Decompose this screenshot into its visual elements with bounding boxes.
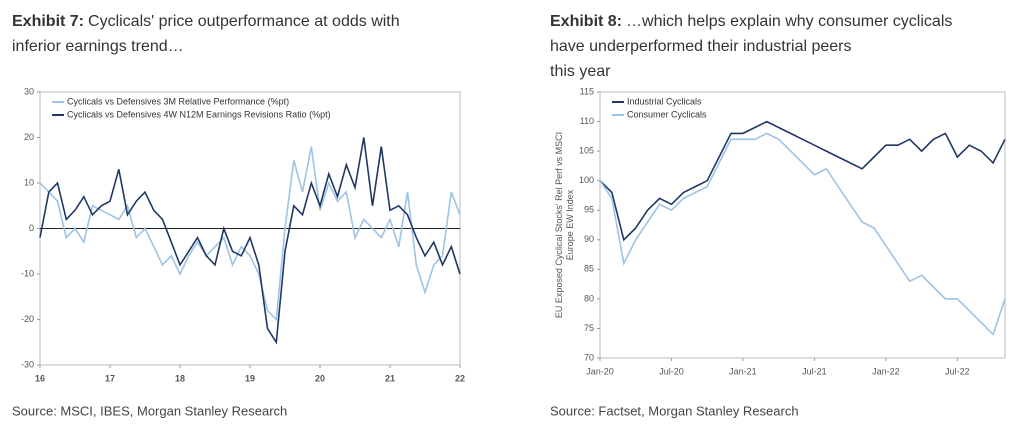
y-tick-label: 75 xyxy=(584,323,594,333)
y-tick-label: -20 xyxy=(21,314,34,324)
y-tick-label: 115 xyxy=(580,86,594,96)
series-line xyxy=(599,132,1006,336)
y-tick-label: 10 xyxy=(24,177,34,187)
title-text: …which helps explain why consumer cyclic… xyxy=(550,13,952,80)
y-tick-label: 105 xyxy=(579,145,594,155)
legend-label: Cyclicals vs Defensives 4W N12M Earnings… xyxy=(67,109,331,119)
series-line xyxy=(39,137,461,345)
chart-title: Exhibit 8: …which helps explain why consu… xyxy=(550,13,952,80)
source: Source: MSCI, IBES, Morgan Stanley Resea… xyxy=(12,403,287,418)
x-tick-label: 21 xyxy=(385,373,395,383)
title-line: Cyclicals' price outperformance at odds … xyxy=(88,13,400,30)
x-tick-label: Jan-21 xyxy=(729,366,757,376)
x-tick-label: 20 xyxy=(315,373,325,383)
y-label-line: Europe EW Index xyxy=(565,189,575,260)
y-tick-label: 0 xyxy=(29,223,34,233)
legend-label: Cyclicals vs Defensives 3M Relative Perf… xyxy=(67,96,289,106)
x-tick-label: 18 xyxy=(175,373,185,383)
y-tick-label: 90 xyxy=(584,234,594,244)
legend-label: Industrial Cyclicals xyxy=(627,96,702,106)
title-line: this year xyxy=(550,63,611,80)
y-tick-label: 20 xyxy=(24,132,34,142)
plot-frame xyxy=(599,91,1006,359)
x-tick-label: 22 xyxy=(455,373,465,383)
y-tick-label: -10 xyxy=(21,268,34,278)
y-tick-label: 95 xyxy=(584,205,594,215)
title-line: …which helps explain why consumer cyclic… xyxy=(626,13,952,30)
x-tick-label: 16 xyxy=(35,373,45,383)
x-tick-label: Jan-22 xyxy=(872,366,900,376)
y-tick-label: 100 xyxy=(579,175,594,185)
title-line: inferior earnings trend… xyxy=(12,38,184,55)
legend-label: Consumer Cyclicals xyxy=(627,109,707,119)
x-tick-label: 19 xyxy=(245,373,255,383)
series-line xyxy=(599,120,1006,242)
y-tick-label: 30 xyxy=(24,86,34,96)
x-tick-label: Jul-21 xyxy=(802,366,827,376)
x-tick-label: 17 xyxy=(105,373,115,383)
x-tick-label: Jan-20 xyxy=(586,366,614,376)
chart-title: Exhibit 7: Cyclicals' price outperformanc… xyxy=(12,13,400,55)
y-tick-label: 70 xyxy=(584,352,594,362)
series-line xyxy=(39,146,461,322)
title-text: Cyclicals' price outperformance at odds … xyxy=(12,13,400,55)
x-tick-label: Jul-20 xyxy=(659,366,684,376)
y-tick-label: 85 xyxy=(584,264,594,274)
y-axis-label: EU Exposed Cyclical Stocks' Rel Perf vs … xyxy=(554,132,575,318)
exhibit-label: Exhibit 8: xyxy=(550,13,622,30)
y-tick-label: 80 xyxy=(584,293,594,303)
y-tick-label: -30 xyxy=(21,359,34,369)
y-tick-label: 110 xyxy=(580,116,594,126)
source: Source: Factset, Morgan Stanley Research xyxy=(550,403,799,418)
title-line: have underperformed their industrial pee… xyxy=(550,38,852,55)
y-label-line: EU Exposed Cyclical Stocks' Rel Perf vs … xyxy=(554,132,564,318)
exhibit-label: Exhibit 7: xyxy=(12,13,84,30)
x-tick-label: Jul-22 xyxy=(945,366,970,376)
